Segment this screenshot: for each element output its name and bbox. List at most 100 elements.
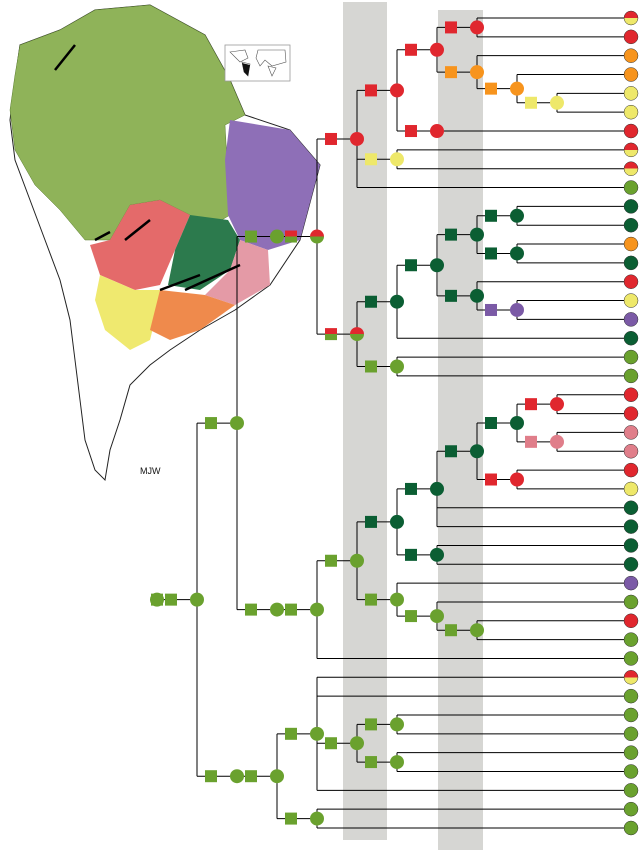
node-state	[430, 481, 444, 496]
node-state	[270, 229, 284, 244]
node-state	[470, 65, 484, 80]
branch-state	[405, 43, 417, 56]
tip-state	[623, 387, 639, 402]
tip-state	[623, 330, 639, 346]
node-state	[470, 227, 484, 242]
node-state	[390, 514, 404, 529]
node-state	[430, 42, 444, 57]
tip-state	[623, 48, 639, 63]
branch-state	[365, 84, 377, 97]
node-state	[270, 769, 284, 784]
node-state	[430, 258, 444, 273]
node-state	[510, 416, 524, 430]
branch-state	[365, 756, 377, 769]
branch-state	[525, 435, 537, 448]
node-state	[510, 246, 524, 261]
branch-state	[485, 303, 497, 316]
tip-state	[623, 142, 639, 158]
branch-state	[325, 554, 337, 567]
node-state	[510, 81, 524, 96]
tip-state	[623, 293, 639, 308]
node-state	[350, 131, 364, 146]
tip-state	[623, 820, 639, 836]
branch-state	[405, 125, 417, 138]
branch-state	[365, 360, 377, 373]
phylogeny	[150, 10, 639, 836]
node-state	[550, 95, 564, 110]
tip-state	[623, 67, 639, 82]
node-state	[470, 623, 484, 638]
branch-state	[485, 417, 497, 429]
tip-state	[623, 688, 639, 704]
branch-state	[445, 624, 457, 637]
node-state	[270, 602, 284, 617]
region-east	[225, 120, 320, 250]
inset-highlight	[242, 63, 250, 76]
branch-state	[165, 593, 177, 606]
branch-state	[445, 445, 457, 458]
map: MJW	[9, 4, 321, 482]
node-state	[470, 288, 484, 303]
region-south-west	[90, 200, 190, 290]
time-band	[343, 2, 387, 840]
tip-state	[623, 481, 639, 497]
node-state	[310, 229, 324, 244]
tip-state	[623, 255, 639, 271]
tip-state	[623, 10, 639, 26]
node-state	[390, 294, 404, 309]
tip-state	[623, 86, 639, 101]
tip-state	[623, 670, 639, 685]
node-state	[390, 83, 404, 98]
branch-state	[365, 295, 377, 308]
tip-state	[623, 613, 639, 629]
tip-state	[623, 368, 639, 384]
tip-state	[623, 500, 639, 516]
tip-state	[623, 801, 639, 817]
tip-state	[623, 236, 639, 252]
branch-state	[365, 515, 377, 528]
region-central	[168, 215, 240, 290]
node-state	[390, 592, 404, 607]
branch-state	[485, 247, 497, 260]
node-state	[390, 717, 404, 732]
branch-state	[325, 132, 337, 145]
tip-state	[623, 104, 639, 120]
tip-state	[623, 745, 639, 760]
branch-state	[405, 548, 417, 561]
tip-state	[623, 632, 639, 647]
tip-state	[623, 274, 639, 289]
tip-state	[623, 161, 639, 176]
branch-state	[525, 96, 537, 109]
node-state	[390, 755, 404, 770]
map-credit: MJW	[140, 466, 161, 476]
branch-state	[365, 718, 377, 731]
node-state	[470, 444, 484, 459]
node-state	[350, 736, 364, 751]
node-state	[350, 327, 364, 342]
tip-state	[623, 349, 639, 365]
node-state	[510, 472, 524, 487]
tip-state	[623, 406, 639, 421]
node-state	[430, 124, 444, 139]
branch-state	[445, 66, 457, 79]
tip-state	[623, 594, 639, 610]
branch-state	[285, 603, 297, 616]
tip-state	[623, 575, 639, 591]
branch-state	[245, 603, 257, 616]
branch-state	[285, 230, 297, 243]
region-chaco	[95, 275, 160, 350]
branch-state	[365, 593, 377, 606]
node-state	[550, 397, 564, 412]
tip-state	[623, 557, 639, 572]
node-state	[430, 609, 444, 624]
tip-state	[623, 425, 639, 440]
branch-state	[405, 259, 417, 272]
branch-state	[445, 21, 457, 34]
node-state	[390, 359, 404, 374]
branch-state	[205, 770, 217, 783]
tip-state	[623, 123, 639, 139]
tip-state	[623, 783, 639, 798]
branch-state	[245, 770, 257, 783]
tip-state	[623, 519, 639, 534]
